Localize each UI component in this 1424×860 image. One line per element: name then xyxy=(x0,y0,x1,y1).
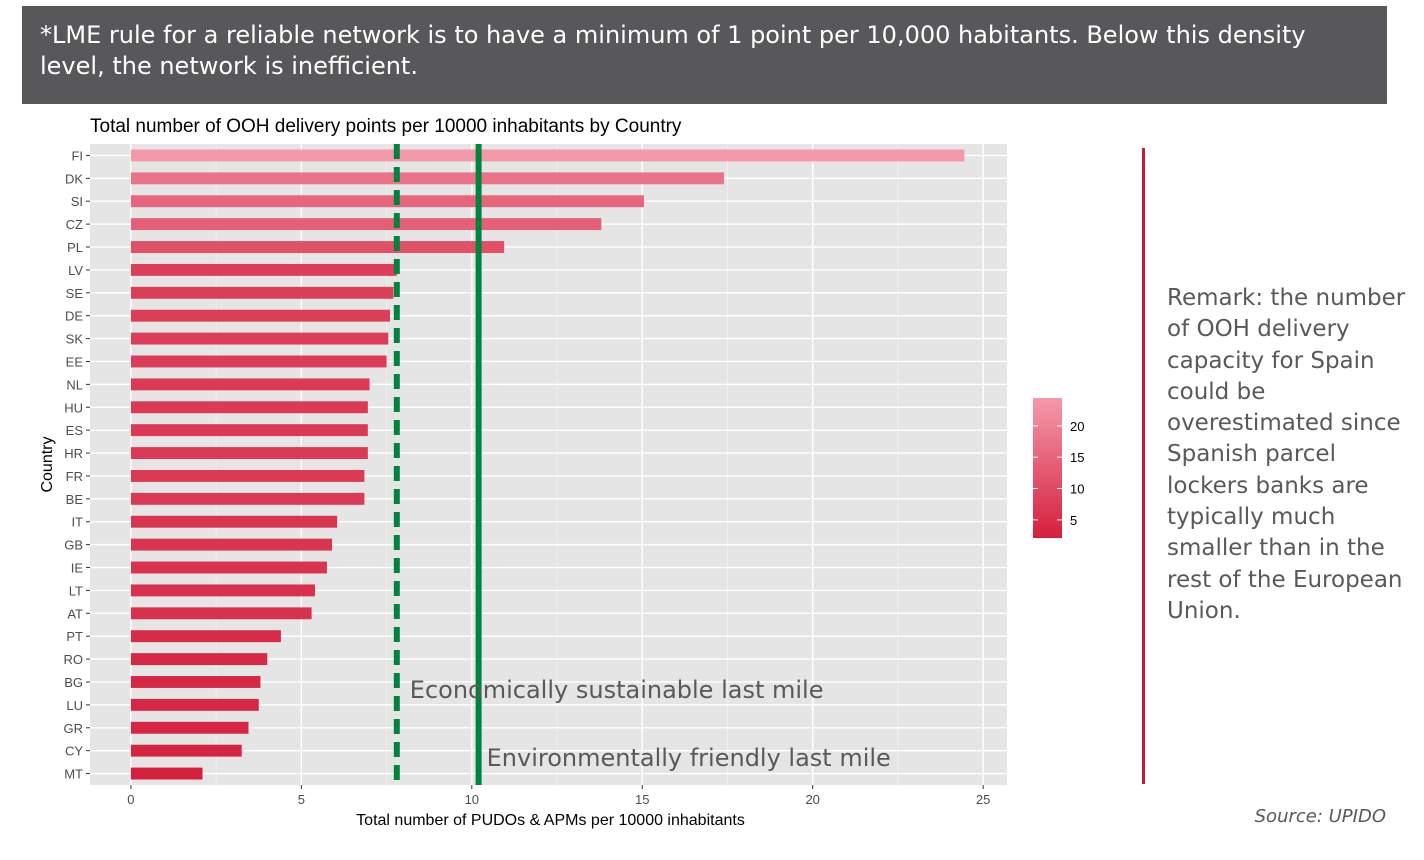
y-tick-label: RO xyxy=(64,652,84,667)
bar-mt xyxy=(130,767,203,780)
bar-chart: Total number of OOH delivery points per … xyxy=(39,116,1084,829)
bar-sk xyxy=(130,332,389,345)
y-tick-label: EE xyxy=(66,354,84,369)
source-label: Source: UPIDO xyxy=(1254,806,1386,827)
bar-pl xyxy=(130,241,505,253)
bar-dk xyxy=(130,172,725,185)
y-tick-label: PT xyxy=(66,629,83,644)
y-tick-label: LV xyxy=(68,263,83,278)
bar-cz xyxy=(130,218,602,231)
bar-si xyxy=(130,195,644,208)
legend-tick-label: 5 xyxy=(1070,513,1077,528)
legend-colorbar xyxy=(1033,398,1062,538)
bar-pt xyxy=(130,630,281,643)
bar-it xyxy=(130,515,338,528)
bar-hu xyxy=(130,401,368,414)
bar-gb xyxy=(130,538,333,551)
bar-lu xyxy=(130,698,259,711)
y-tick-label: HR xyxy=(64,446,83,461)
y-tick-label: DK xyxy=(65,171,83,186)
bar-cy xyxy=(130,744,242,757)
banner-text: *LME rule for a reliable network is to h… xyxy=(40,21,1306,80)
bar-de xyxy=(130,309,390,322)
y-tick-label: DE xyxy=(65,309,83,324)
x-tick-label: 15 xyxy=(635,792,649,807)
legend-tick-label: 10 xyxy=(1070,482,1084,497)
x-tick-label: 25 xyxy=(976,792,990,807)
y-tick-label: SK xyxy=(66,332,84,347)
bar-fr xyxy=(130,469,365,482)
y-tick-label: HU xyxy=(64,400,83,415)
bar-lv xyxy=(130,263,397,276)
bar-nl xyxy=(130,378,370,391)
y-axis-label: Country xyxy=(39,436,56,492)
chart-title: Total number of OOH delivery points per … xyxy=(90,116,682,137)
bar-gr xyxy=(130,721,249,734)
y-tick-label: GB xyxy=(64,538,83,553)
y-tick-label: GR xyxy=(64,721,84,736)
y-tick-label: SI xyxy=(71,194,83,209)
y-tick-label: PL xyxy=(67,240,83,255)
y-tick-label: NL xyxy=(66,377,83,392)
y-tick-label: FR xyxy=(66,469,83,484)
x-axis-label: Total number of PUDOs & APMs per 10000 i… xyxy=(356,812,745,829)
environmental-threshold-label: Environmentally friendly last mile xyxy=(487,744,891,772)
y-tick-label: CZ xyxy=(66,217,83,232)
x-tick-label: 20 xyxy=(805,792,819,807)
bar-bg xyxy=(130,676,261,688)
x-tick-label: 0 xyxy=(127,792,134,807)
y-tick-label: BG xyxy=(64,675,83,690)
y-tick-label: IE xyxy=(71,561,84,576)
y-tick-label: BE xyxy=(66,492,84,507)
y-tick-label: SE xyxy=(66,286,84,301)
bar-lt xyxy=(130,584,315,597)
y-tick-label: LU xyxy=(66,698,83,713)
bar-ie xyxy=(130,561,327,574)
bar-hr xyxy=(130,447,368,460)
legend-tick-label: 20 xyxy=(1070,419,1084,434)
x-tick-label: 10 xyxy=(465,792,479,807)
bar-se xyxy=(130,286,394,299)
y-tick-label: IT xyxy=(71,515,83,530)
legend-tick-label: 15 xyxy=(1070,450,1084,465)
bar-ro xyxy=(130,653,268,666)
y-tick-label: CY xyxy=(65,744,83,759)
bar-at xyxy=(130,607,312,620)
y-tick-label: ES xyxy=(66,423,84,438)
x-tick-label: 5 xyxy=(298,792,305,807)
bar-fi xyxy=(130,149,965,162)
bar-es xyxy=(130,424,368,437)
remark-divider xyxy=(1142,148,1145,784)
economic-threshold-label: Economically sustainable last mile xyxy=(410,676,824,704)
y-tick-label: LT xyxy=(69,583,83,598)
y-tick-label: MT xyxy=(64,767,83,782)
y-tick-label: AT xyxy=(67,606,83,621)
bar-ee xyxy=(130,355,387,368)
remark-text: Remark: the number of OOH delivery capac… xyxy=(1167,285,1406,624)
info-banner: *LME rule for a reliable network is to h… xyxy=(22,6,1387,104)
y-tick-label: FI xyxy=(71,148,83,163)
bar-be xyxy=(130,492,365,505)
